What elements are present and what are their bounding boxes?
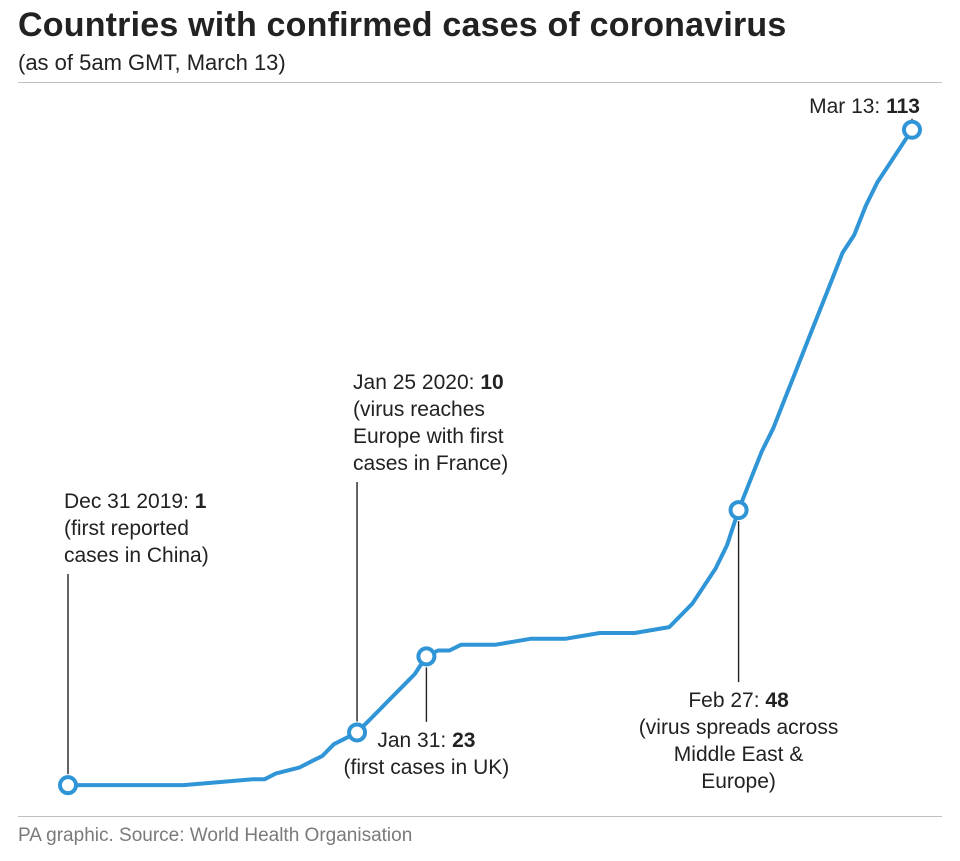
callout-date: Jan 31: bbox=[377, 729, 452, 752]
chart-subtitle: (as of 5am GMT, March 13) bbox=[18, 50, 286, 76]
callout-note: (virus spreads across Middle East & Euro… bbox=[634, 715, 844, 796]
chart-area: Dec 31 2019: 1 (first reported cases in C… bbox=[18, 88, 942, 811]
callout-jan31: Jan 31: 23 (first cases in UK) bbox=[321, 728, 531, 782]
chart-marker bbox=[731, 502, 747, 518]
callout-value: 48 bbox=[765, 689, 788, 712]
callout-value: 10 bbox=[480, 371, 503, 394]
callout-date: Feb 27: bbox=[688, 689, 765, 712]
callout-date: Mar 13: bbox=[809, 95, 886, 118]
chart-marker bbox=[418, 648, 434, 664]
divider-top bbox=[18, 82, 942, 83]
callout-date: Jan 25 2020: bbox=[353, 371, 480, 394]
callout-value: 1 bbox=[195, 490, 207, 513]
divider-bottom bbox=[18, 816, 942, 817]
callout-note: (virus reaches Europe with first cases i… bbox=[353, 397, 543, 478]
callout-note: (first reported cases in China) bbox=[64, 516, 244, 570]
chart-title: Countries with confirmed cases of corona… bbox=[18, 6, 787, 45]
callout-date: Dec 31 2019: bbox=[64, 490, 195, 513]
callout-note: (first cases in UK) bbox=[321, 755, 531, 782]
callout-mar13: Mar 13: 113 bbox=[760, 94, 920, 121]
chart-marker bbox=[904, 122, 920, 138]
callout-jan25: Jan 25 2020: 10 (virus reaches Europe wit… bbox=[353, 370, 543, 478]
chart-source: PA graphic. Source: World Health Organis… bbox=[18, 825, 412, 847]
callout-value: 23 bbox=[452, 729, 475, 752]
chart-marker bbox=[60, 777, 76, 793]
callout-dec31: Dec 31 2019: 1 (first reported cases in C… bbox=[64, 489, 244, 570]
callout-feb27: Feb 27: 48 (virus spreads across Middle E… bbox=[634, 688, 844, 796]
callout-value: 113 bbox=[886, 95, 920, 118]
